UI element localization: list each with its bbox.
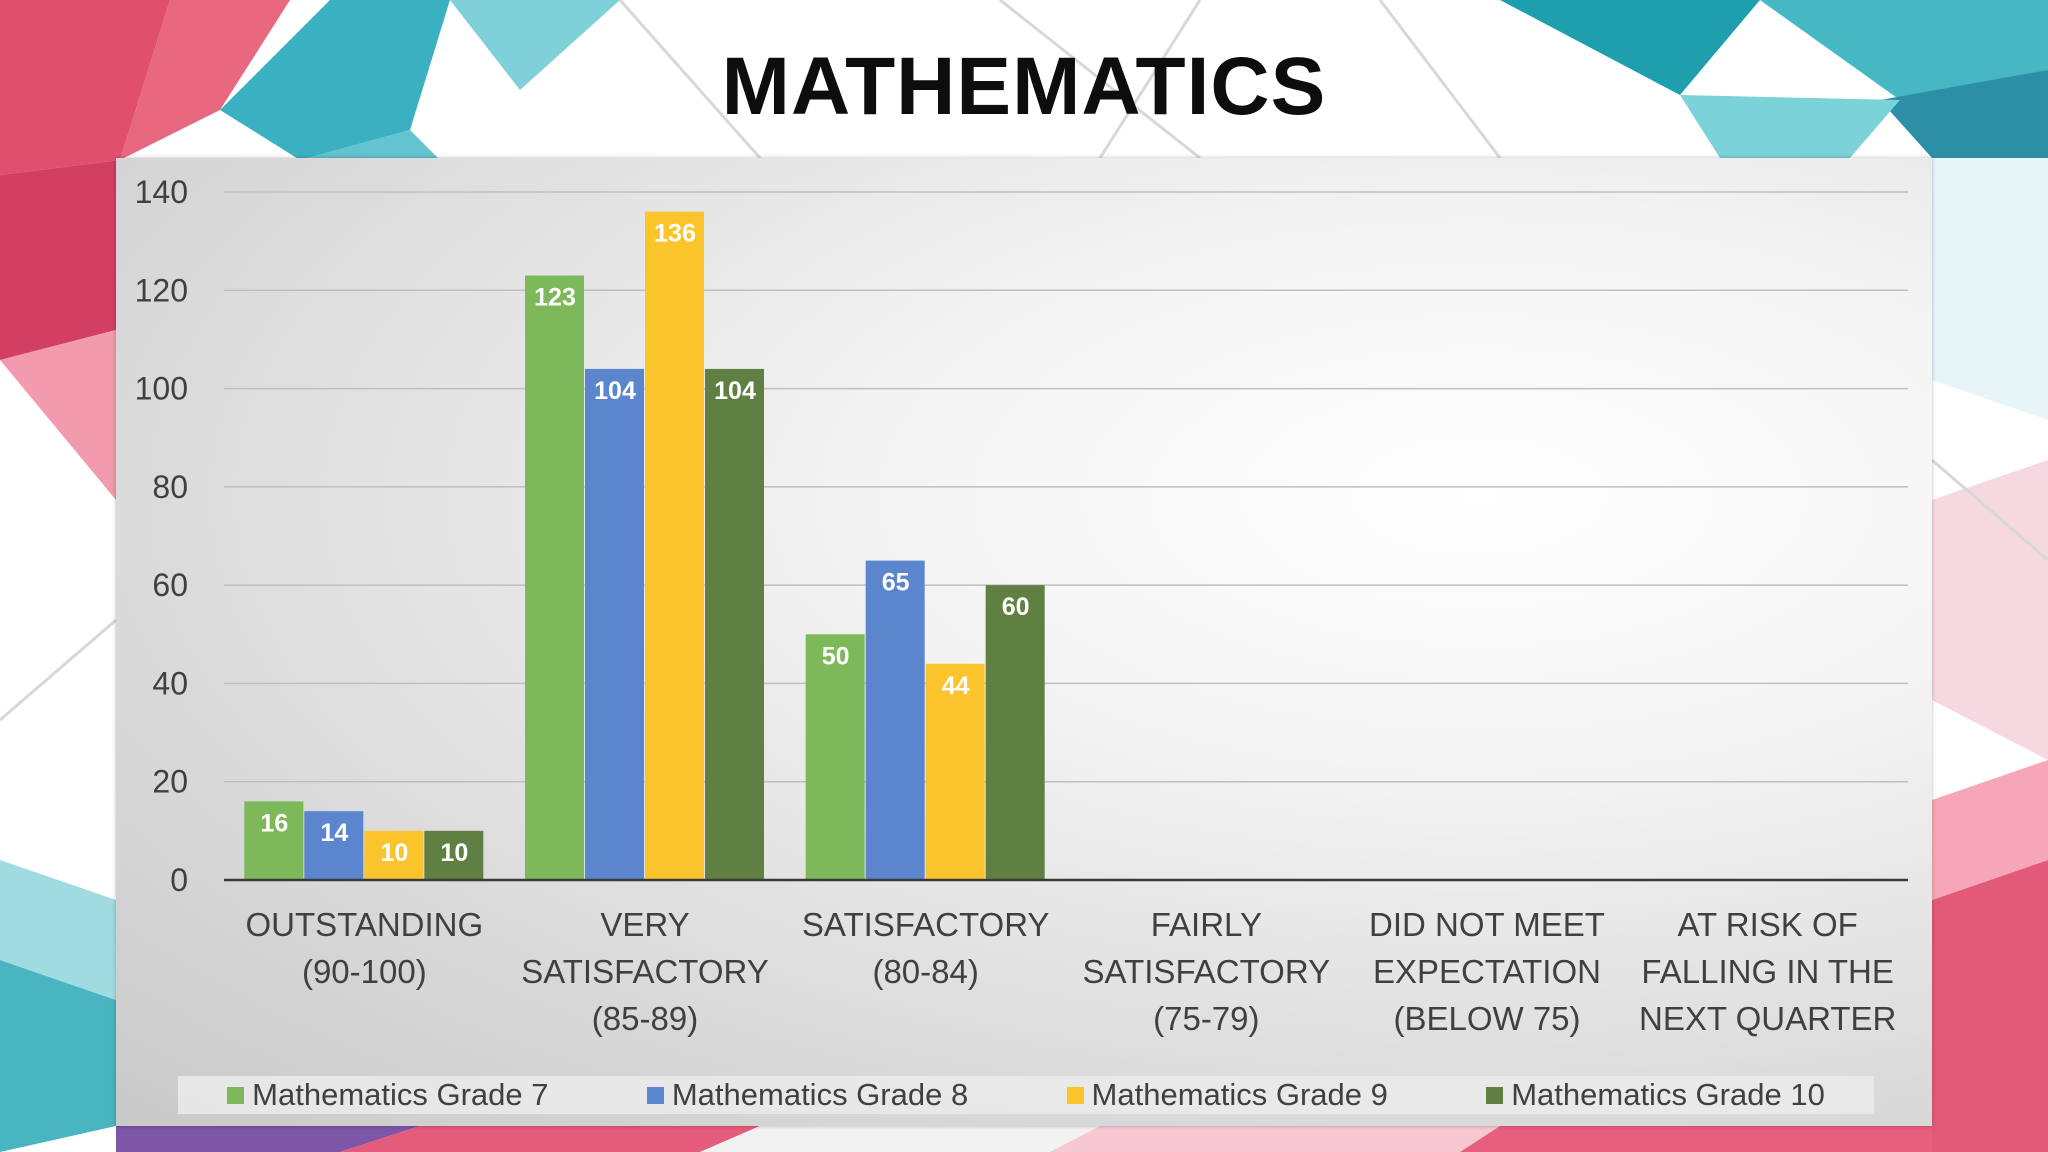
x-category-label: SATISFACTORY	[1083, 953, 1331, 990]
legend: Mathematics Grade 7 Mathematics Grade 8 Ma…	[178, 1076, 1874, 1114]
x-category-label: (80-84)	[872, 953, 978, 990]
legend-label: Mathematics Grade 9	[1091, 1077, 1388, 1112]
bar	[805, 634, 865, 880]
data-label: 10	[440, 839, 468, 867]
data-label: 50	[822, 642, 850, 670]
data-label: 16	[260, 809, 288, 837]
data-label: 60	[1002, 593, 1030, 621]
bar	[304, 811, 364, 880]
gridlines	[224, 191, 1908, 783]
x-category-label: FALLING IN THE	[1641, 953, 1893, 990]
data-labels: 16 14 10 10 123 104 136 104 50 65 44 60	[260, 220, 1029, 867]
bar	[925, 663, 985, 880]
legend-label: Mathematics Grade 7	[252, 1077, 549, 1112]
data-label: 14	[320, 819, 348, 847]
data-label: 65	[882, 569, 910, 597]
x-category-label: OUTSTANDING	[245, 906, 483, 943]
y-tick-label: 0	[170, 862, 188, 898]
bar	[985, 585, 1045, 880]
slide-title: MATHEMATICS	[721, 41, 1327, 132]
x-category-label: FAIRLY	[1151, 906, 1262, 943]
x-category-label: NEXT QUARTER	[1639, 1000, 1896, 1037]
y-tick-label: 40	[152, 665, 188, 701]
legend-item: Mathematics Grade 7	[227, 1077, 549, 1113]
y-tick-label: 60	[152, 567, 188, 603]
bar	[525, 275, 584, 880]
data-label: 104	[714, 377, 756, 405]
data-label: 123	[534, 284, 576, 312]
bar-chart: 0 20 40 60 80 100 120 140 16 14 10 10 123 104 136 104 5…	[135, 174, 1908, 1037]
x-category-label: EXPECTATION	[1373, 953, 1601, 990]
legend-item: Mathematics Grade 10	[1486, 1077, 1825, 1113]
legend-item: Mathematics Grade 9	[1066, 1077, 1388, 1113]
legend-swatch	[1486, 1086, 1504, 1104]
data-label: 136	[654, 220, 696, 248]
x-category-label: AT RISK OF	[1678, 906, 1858, 943]
legend-label: Mathematics Grade 10	[1511, 1077, 1825, 1112]
data-label: 104	[594, 377, 636, 405]
data-label: 10	[380, 839, 408, 867]
y-tick-label: 120	[135, 272, 188, 308]
bar	[585, 368, 644, 880]
x-category-label: (90-100)	[302, 953, 427, 990]
x-axis-categories: OUTSTANDING (90-100) VERY SATISFACTORY (85-8…	[245, 906, 1896, 1037]
chart-panel: 0 20 40 60 80 100 120 140 16 14 10 10 123 104 136 104 5…	[116, 158, 1932, 1126]
y-tick-label: 100	[135, 371, 188, 407]
y-tick-label: 80	[152, 469, 188, 505]
x-category-label: (75-79)	[1153, 1000, 1259, 1037]
data-label: 44	[942, 672, 970, 700]
y-axis-ticks: 0 20 40 60 80 100 120 140	[135, 174, 188, 898]
x-category-label: SATISFACTORY	[521, 953, 769, 990]
legend-swatch	[646, 1086, 664, 1104]
bar	[244, 801, 304, 880]
legend-item: Mathematics Grade 8	[646, 1077, 969, 1113]
bar	[645, 211, 704, 881]
y-tick-label: 140	[135, 174, 188, 210]
legend-label: Mathematics Grade 8	[671, 1077, 969, 1112]
y-tick-label: 20	[152, 764, 188, 800]
x-category-label: (85-89)	[592, 1000, 698, 1037]
bars	[244, 211, 1045, 881]
bar	[865, 560, 925, 880]
x-category-label: SATISFACTORY	[802, 906, 1050, 943]
bar	[424, 830, 484, 880]
x-category-label: (BELOW 75)	[1393, 1000, 1580, 1037]
legend-swatch	[1066, 1086, 1084, 1104]
bar	[364, 830, 424, 880]
x-category-label: VERY	[600, 906, 689, 943]
bar	[705, 368, 764, 880]
legend-swatch	[227, 1086, 245, 1104]
x-category-label: DID NOT MEET	[1369, 906, 1605, 943]
